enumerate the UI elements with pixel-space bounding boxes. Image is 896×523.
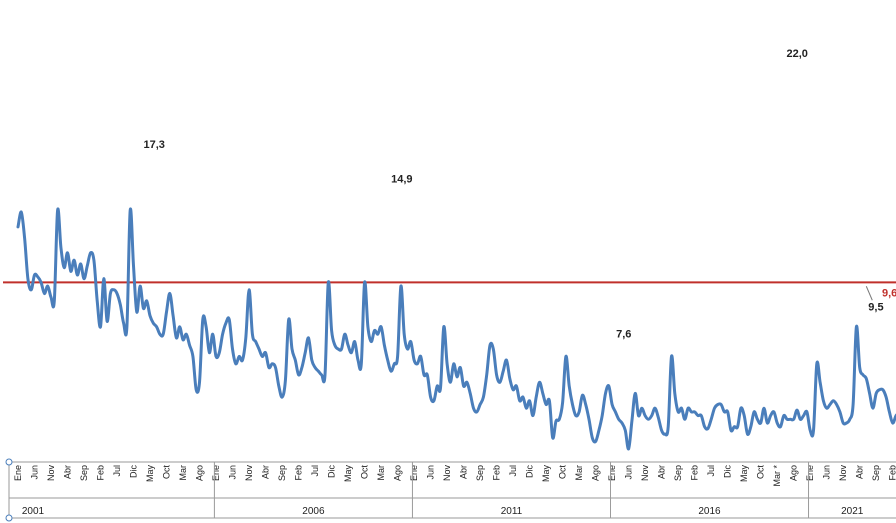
- x-tick-label: Mar *: [772, 465, 782, 487]
- x-tick-label: Ene: [805, 465, 815, 481]
- x-tick-label: Abr: [261, 465, 271, 479]
- year-label: 2021: [841, 506, 864, 517]
- x-tick-label: Mar: [574, 465, 584, 481]
- x-tick-label: Feb: [96, 465, 106, 481]
- year-label: 2016: [698, 506, 721, 517]
- x-tick-label: Sep: [673, 465, 683, 481]
- x-tick-label: Ago: [393, 465, 403, 481]
- data-label: 7,6: [616, 328, 631, 340]
- x-tick-label: Jun: [228, 465, 238, 480]
- x-tick-label: Jun: [426, 465, 436, 480]
- x-tick-label: Jul: [706, 465, 716, 477]
- data-label: 9,5: [868, 301, 883, 313]
- x-tick-label: Ago: [195, 465, 205, 481]
- x-tick-label: Feb: [492, 465, 502, 481]
- x-tick-label: Sep: [277, 465, 287, 481]
- x-tick-label: Feb: [690, 465, 700, 481]
- label-leader-line: [865, 286, 873, 301]
- x-tick-label: Abr: [657, 465, 667, 479]
- x-tick-label: Mar: [376, 465, 386, 481]
- x-tick-label: Nov: [46, 465, 56, 482]
- axis-handle-top: [5, 458, 13, 466]
- x-tick-label: Ene: [211, 465, 221, 481]
- x-tick-label: Oct: [756, 465, 766, 480]
- x-tick-label: Ene: [409, 465, 419, 481]
- x-tick-label: Ago: [789, 465, 799, 481]
- year-label: 2011: [501, 506, 523, 517]
- x-tick-label: May: [739, 465, 749, 483]
- x-tick-label: Jun: [822, 465, 832, 480]
- x-tick-label: Sep: [79, 465, 89, 481]
- x-tick-label: Oct: [162, 465, 172, 480]
- x-tick-label: Mar: [178, 465, 188, 481]
- x-tick-label: Ene: [607, 465, 617, 481]
- x-tick-label: Sep: [475, 465, 485, 481]
- year-label: 2001: [22, 506, 45, 517]
- x-tick-label: Dic: [327, 465, 337, 478]
- x-tick-label: Ene: [13, 465, 23, 481]
- series-line: [16, 207, 896, 451]
- x-tick-label: Jun: [624, 465, 634, 480]
- x-tick-label: Abr: [63, 465, 73, 479]
- x-tick-label: Nov: [244, 465, 254, 482]
- x-tick-label: Abr: [459, 465, 469, 479]
- x-tick-label: May: [343, 465, 353, 483]
- x-tick-label: Dic: [129, 465, 139, 478]
- x-tick-label: May: [541, 465, 551, 483]
- data-label: 9,6: [882, 287, 896, 299]
- x-tick-label: Nov: [838, 465, 848, 482]
- x-tick-label: Ago: [591, 465, 601, 481]
- x-tick-label: Nov: [640, 465, 650, 482]
- x-tick-label: Dic: [723, 465, 733, 478]
- x-tick-label: Jul: [112, 465, 122, 477]
- series-group: [16, 207, 896, 451]
- x-tick-label: May: [145, 465, 155, 483]
- x-tick-label: Feb: [888, 465, 896, 481]
- data-labels-group: 22,0 17,3 14,9 7,6 9,5 9,6: [144, 48, 896, 340]
- x-axis: Ene Jun Nov Abr Sep Feb Jul Dic May Oct Mar Ago Ene J…: [5, 458, 896, 522]
- data-label: 22,0: [787, 48, 808, 60]
- data-label: 14,9: [391, 173, 412, 185]
- x-tick-label: Jul: [310, 465, 320, 477]
- x-tick-label: Jul: [508, 465, 518, 477]
- year-label: 2006: [302, 506, 325, 517]
- axis-handle-bottom: [5, 514, 13, 522]
- x-tick-label: Abr: [855, 465, 865, 479]
- x-tick-label: Oct: [558, 465, 568, 480]
- x-tick-label: Jun: [30, 465, 40, 480]
- x-tick-label: Oct: [360, 465, 370, 480]
- x-tick-label: Feb: [294, 465, 304, 481]
- x-tick-label: Nov: [442, 465, 452, 482]
- x-tick-label: Dic: [525, 465, 535, 478]
- x-tick-label: Sep: [871, 465, 881, 481]
- data-label: 17,3: [144, 139, 165, 151]
